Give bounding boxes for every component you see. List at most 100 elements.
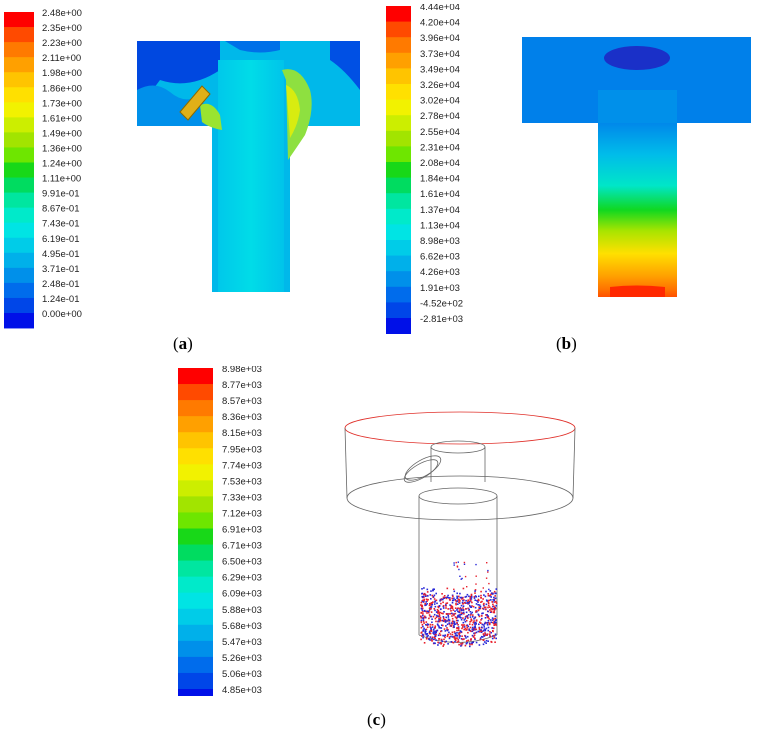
- particle: [459, 630, 462, 633]
- particle: [488, 618, 490, 620]
- particle: [457, 626, 460, 628]
- particle: [474, 599, 476, 601]
- low-velocity-zone-mid: [225, 41, 280, 53]
- particle: [492, 618, 495, 620]
- particle: [456, 634, 458, 637]
- particle: [478, 628, 481, 630]
- legend-swatch: [386, 21, 411, 38]
- particle: [478, 623, 480, 626]
- particle: [471, 630, 474, 633]
- particle: [468, 601, 471, 603]
- particle: [438, 613, 441, 616]
- particle: [484, 628, 487, 631]
- particle: [446, 596, 449, 598]
- particle: [447, 620, 449, 622]
- particle: [493, 598, 496, 601]
- low-velocity-zone-right: [330, 41, 360, 90]
- contour-plot-b: [522, 37, 751, 297]
- particle: [444, 620, 446, 622]
- particle: [480, 594, 482, 597]
- particle: [454, 623, 457, 625]
- particle: [461, 601, 464, 604]
- particle: [464, 644, 467, 647]
- particle: [426, 603, 428, 605]
- particle: [480, 614, 483, 617]
- particle: [436, 614, 438, 617]
- particle: [434, 632, 437, 634]
- particle: [493, 611, 496, 614]
- particle: [461, 635, 463, 637]
- particle: [480, 629, 483, 631]
- legend-swatch: [4, 297, 34, 314]
- particle: [470, 593, 473, 596]
- particle: [480, 590, 482, 593]
- particle: [464, 635, 467, 638]
- particle: [461, 597, 463, 599]
- particle: [430, 602, 433, 604]
- particle: [422, 611, 424, 613]
- particle: [424, 594, 427, 596]
- particle: [422, 619, 425, 621]
- particle: [445, 640, 447, 643]
- particle: [428, 610, 431, 612]
- particle: [421, 592, 424, 595]
- particle: [470, 642, 473, 645]
- particle: [467, 625, 470, 628]
- particle: [493, 590, 496, 593]
- particle: [439, 634, 442, 636]
- particle: [467, 614, 470, 616]
- particle: [433, 633, 435, 635]
- particle: [465, 624, 468, 627]
- particle: [480, 619, 482, 621]
- particle: [429, 623, 431, 626]
- particle: [493, 608, 496, 611]
- particle: [426, 588, 429, 591]
- particle: [490, 621, 492, 624]
- particle: [451, 633, 454, 636]
- legend-swatch: [178, 656, 213, 674]
- legend-tick-label: 1.61e+00: [42, 113, 82, 124]
- legend-tick-label: 2.35e+00: [42, 23, 82, 34]
- particle: [493, 605, 495, 607]
- particle: [450, 635, 452, 638]
- particle: [428, 604, 431, 607]
- particle: [490, 631, 492, 634]
- legend-swatch: [386, 115, 411, 132]
- particle: [494, 595, 496, 597]
- particle: [487, 602, 490, 605]
- particle: [465, 642, 468, 645]
- particle: [438, 620, 441, 623]
- particle: [435, 592, 437, 595]
- particle: [461, 598, 463, 600]
- particle: [463, 638, 465, 640]
- legend-swatch: [178, 608, 213, 626]
- particle: [448, 631, 450, 634]
- particle: [457, 607, 459, 609]
- particle: [478, 626, 481, 629]
- particle: [452, 595, 454, 598]
- legend-tick-label: 3.26e+04: [420, 80, 460, 91]
- particle: [482, 587, 484, 589]
- particle: [464, 596, 467, 598]
- particle: [452, 609, 455, 611]
- particle: [464, 608, 467, 610]
- particle: [423, 622, 425, 624]
- legend-swatch: [386, 6, 411, 22]
- particle: [486, 562, 488, 564]
- particle: [462, 602, 464, 605]
- particle: [461, 642, 464, 645]
- particle: [425, 621, 428, 623]
- particle: [460, 609, 463, 612]
- particle: [445, 625, 447, 627]
- legend-c: 8.98e+03 8.77e+03 8.57e+03 8.36e+03 8.15e+03…: [178, 366, 262, 696]
- particle: [487, 626, 490, 629]
- particle: [484, 617, 487, 619]
- particle: [440, 638, 443, 641]
- particle: [457, 603, 459, 605]
- particle: [434, 617, 437, 620]
- legend-swatch: [178, 640, 213, 658]
- particle: [462, 621, 465, 624]
- particle: [437, 624, 439, 627]
- particle: [428, 631, 431, 634]
- low-velocity-zone-left2: [137, 85, 212, 126]
